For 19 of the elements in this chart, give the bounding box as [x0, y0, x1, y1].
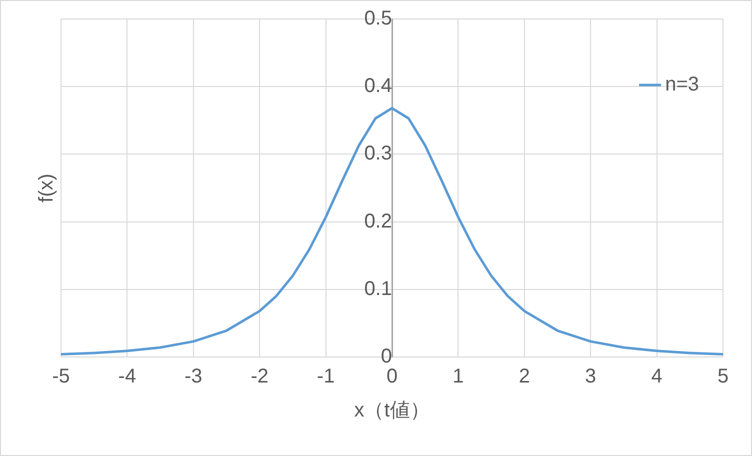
x-axis-title: x（t値）	[354, 400, 430, 422]
legend-label: n=3	[665, 74, 700, 96]
y-tick-label: 0	[380, 346, 392, 368]
x-tick-label: 2	[518, 366, 530, 388]
x-tick-label: -2	[250, 366, 268, 388]
y-tick-label: 0.3	[364, 142, 392, 165]
y-tick-label: 0.4	[364, 75, 392, 98]
x-tick-label: 3	[585, 366, 596, 388]
x-tick-label: 1	[452, 366, 464, 388]
x-tick-label: 4	[651, 366, 662, 388]
y-tick-label: 0.1	[364, 278, 392, 300]
x-tick-label: 5	[717, 366, 729, 388]
y-tick-label: 0.5	[364, 8, 392, 30]
x-tick-label: -3	[184, 366, 202, 388]
x-tick-label: -1	[316, 366, 335, 388]
y-axis-title: f(x)	[36, 174, 58, 202]
x-tick-label: -4	[118, 366, 136, 388]
y-tick-label: 0.2	[364, 210, 392, 232]
x-tick-label: -5	[52, 366, 70, 388]
